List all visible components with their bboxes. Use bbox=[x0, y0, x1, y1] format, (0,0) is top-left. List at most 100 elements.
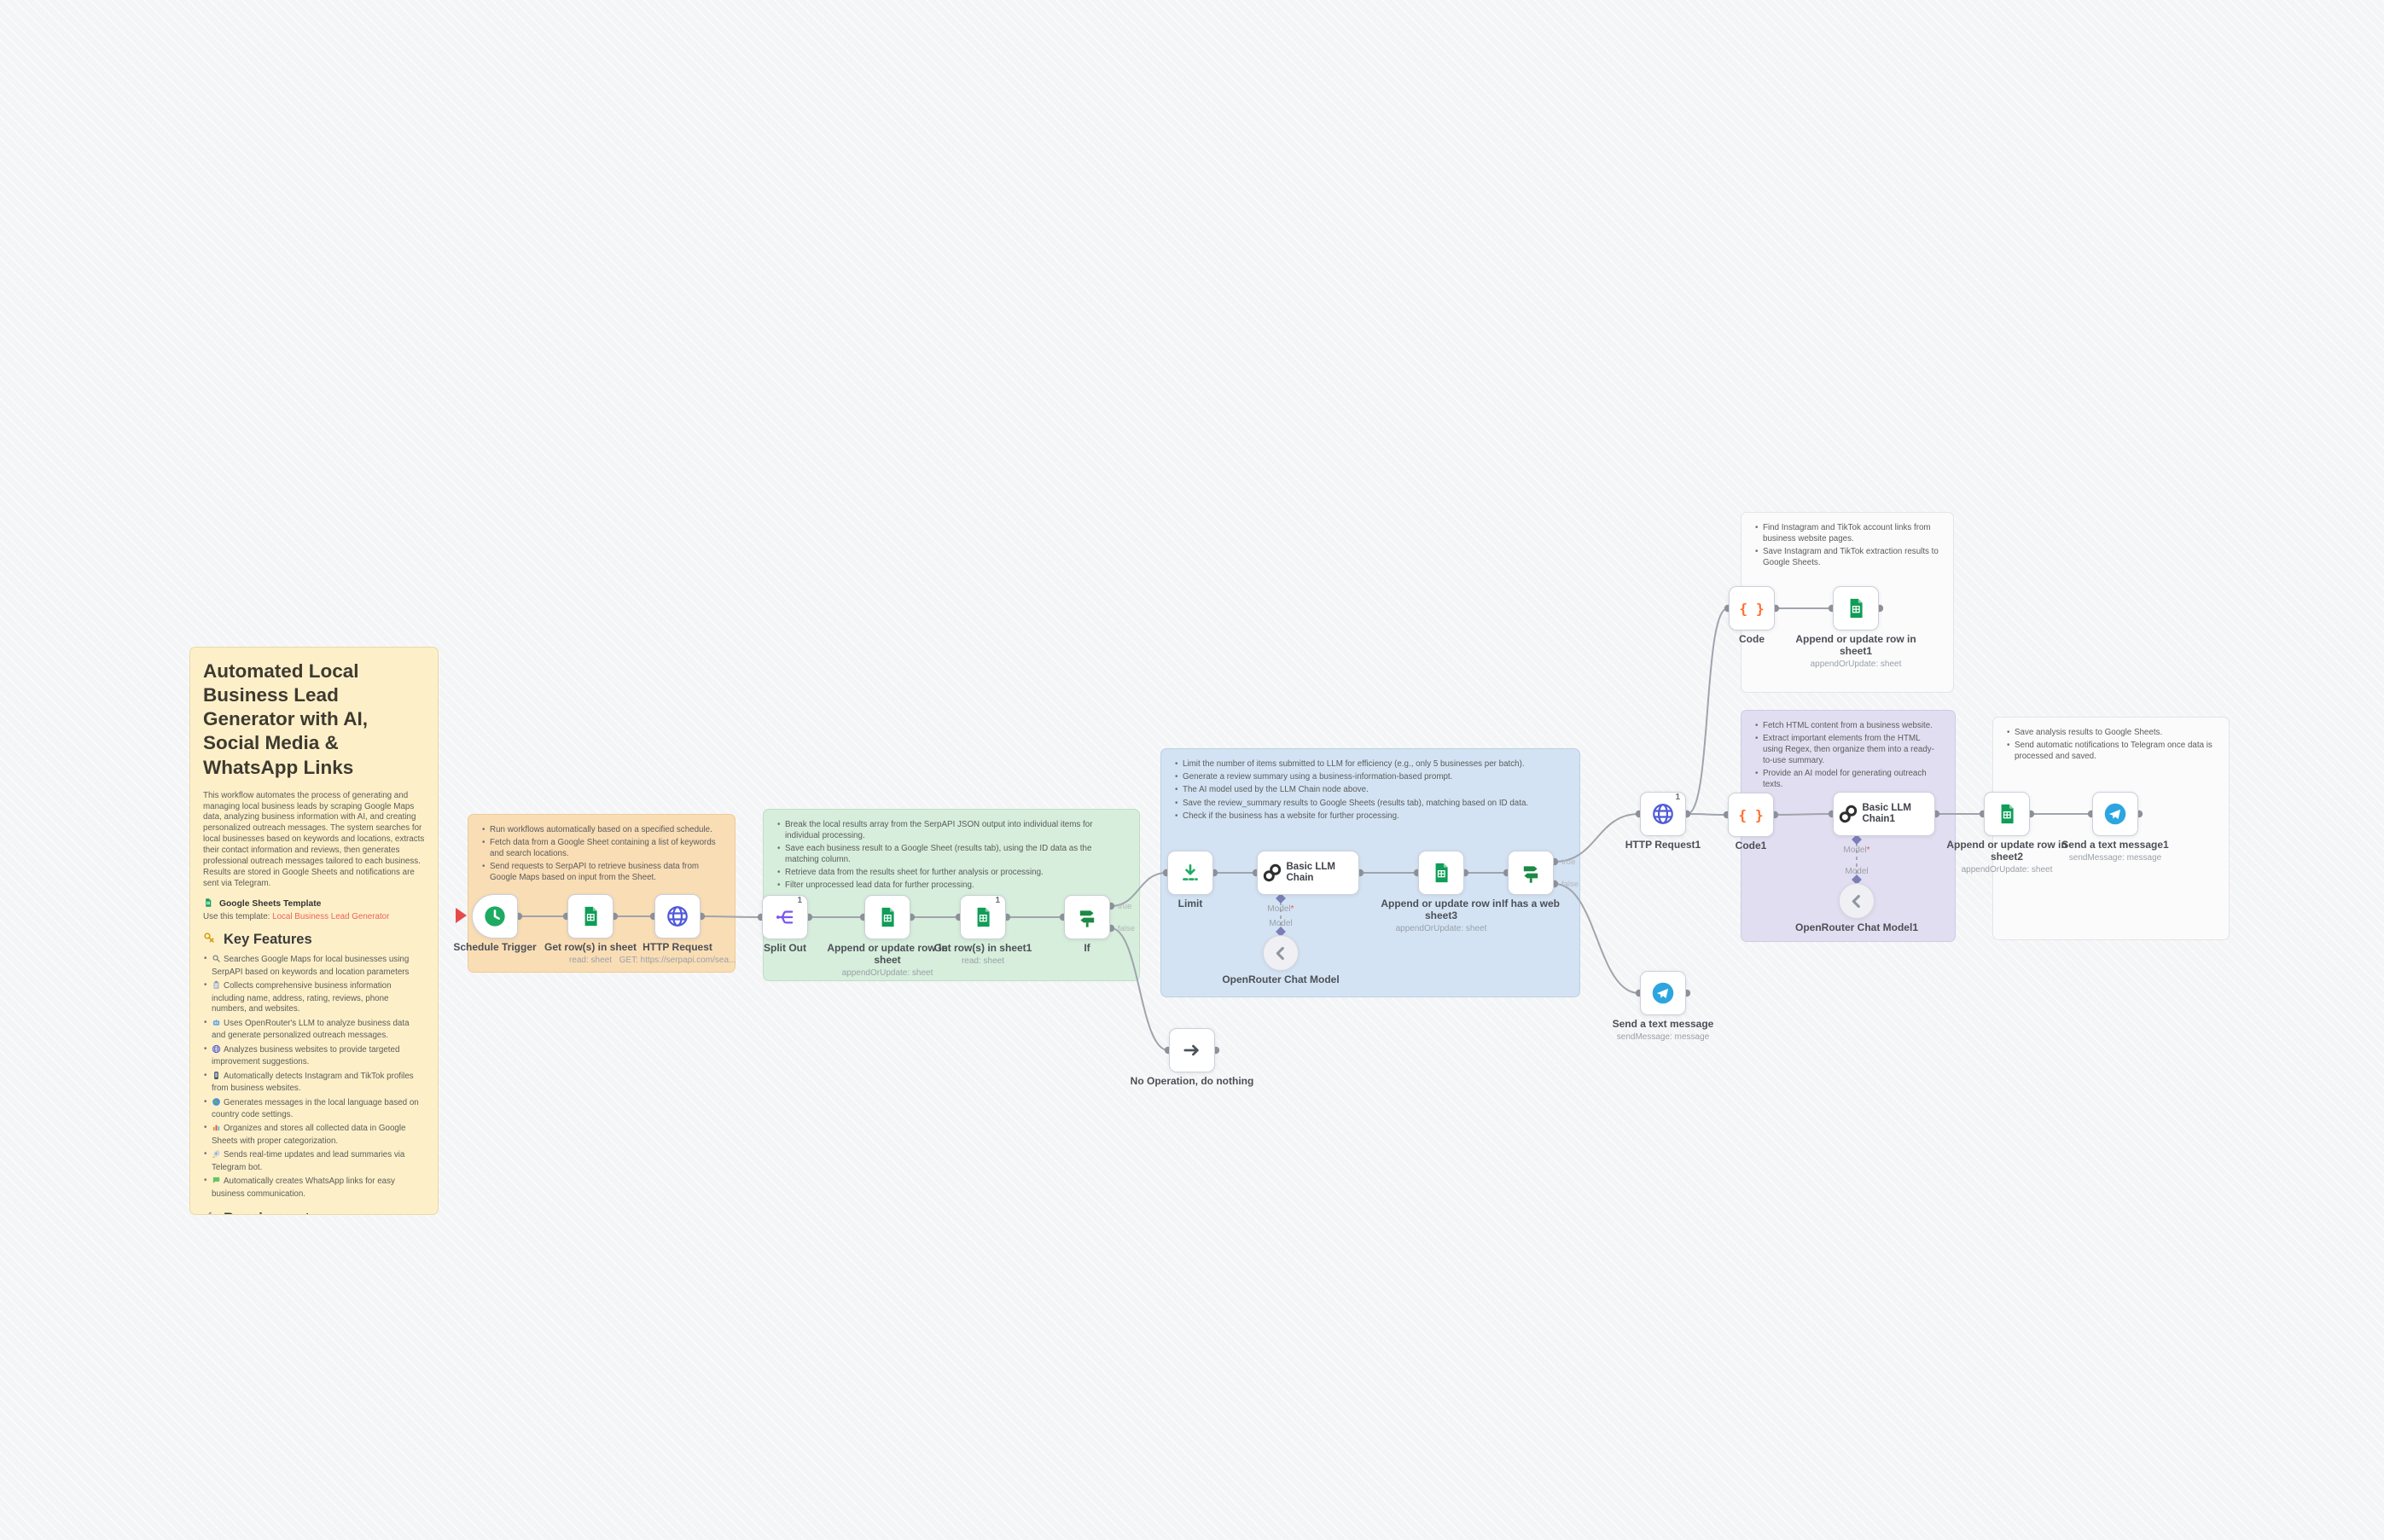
note-bullet: Provide an AI model for generating outre… bbox=[1754, 769, 1942, 790]
svg-text:{ }: { } bbox=[1740, 601, 1764, 617]
key-icon bbox=[203, 932, 216, 949]
node-code1[interactable]: { } Code1 bbox=[1728, 793, 1774, 851]
node-if-web[interactable]: If has a web bbox=[1502, 851, 1560, 909]
node-send-text[interactable]: Send a text message sendMessage: message bbox=[1613, 971, 1713, 1042]
template-link-line: Use this template: Local Business Lead G… bbox=[203, 911, 390, 921]
sheets-icon bbox=[875, 905, 899, 929]
globe-icon bbox=[1651, 802, 1675, 826]
node-operation-label: sendMessage: message bbox=[1616, 1032, 1710, 1042]
node-label: Split Out bbox=[764, 942, 806, 954]
node-label: Append or update row in sheet1 appendOrUp… bbox=[1782, 633, 1929, 669]
node-label: Send a text message1 sendMessage: message bbox=[2042, 839, 2189, 863]
trigger-marker bbox=[456, 908, 467, 923]
noop-icon bbox=[1180, 1038, 1204, 1062]
chain-icon bbox=[1838, 804, 1858, 824]
note-title: Automated Local Business Lead Generator … bbox=[203, 660, 368, 778]
template-link[interactable]: Local Business Lead Generator bbox=[272, 911, 390, 921]
note-bullet-list: Fetch HTML content from a business websi… bbox=[1754, 721, 1942, 790]
rocket-icon bbox=[212, 1149, 221, 1163]
note-bullet: The AI model used by the LLM Chain node … bbox=[1174, 785, 1567, 796]
node-label: If has a web bbox=[1501, 898, 1561, 909]
sheets-icon bbox=[971, 905, 995, 929]
node-if[interactable]: If bbox=[1064, 895, 1110, 954]
node-schedule-trigger[interactable]: Schedule Trigger bbox=[453, 894, 537, 953]
clipboard-icon bbox=[212, 980, 221, 994]
sticky-note-main-description[interactable]: Automated Local Business Lead Generator … bbox=[189, 647, 439, 1215]
node-llm-chain[interactable]: Basic LLM Chain bbox=[1257, 851, 1359, 895]
node-append-sheet2[interactable]: Append or update row in sheet2 appendOrUp… bbox=[1946, 792, 2067, 875]
node-label: Code bbox=[1739, 633, 1765, 645]
robot-icon bbox=[212, 1018, 221, 1032]
chat-icon bbox=[212, 1176, 221, 1189]
node-label: Append or update row in sheet appendOrUpd… bbox=[814, 942, 961, 978]
node-label: Get row(s) in sheet1 read: sheet bbox=[910, 942, 1056, 967]
node-operation-label: appendOrUpdate: sheet bbox=[841, 968, 933, 978]
node-append-sheet1[interactable]: Append or update row in sheet1 appendOrUp… bbox=[1795, 586, 1916, 669]
node-label: Code1 bbox=[1735, 840, 1767, 851]
node-http-request[interactable]: HTTP Request GET: https://serpapi.com/sea… bbox=[619, 894, 736, 965]
node-append-sheet3[interactable]: Append or update row in sheet3 appendOrUp… bbox=[1381, 851, 1502, 933]
clock-icon bbox=[483, 904, 507, 928]
earth-icon bbox=[212, 1097, 221, 1111]
node-noop[interactable]: No Operation, do nothing bbox=[1131, 1028, 1253, 1087]
ifsign-icon bbox=[1075, 905, 1099, 929]
note-bullet: Run workflows automatically based on a s… bbox=[481, 825, 722, 836]
note-bullet: Generate a review summary using a busine… bbox=[1174, 772, 1567, 783]
sticky-note-results-section[interactable]: Break the local results array from the S… bbox=[763, 809, 1140, 981]
note-bullet-list: Find Instagram and TikTok account links … bbox=[1754, 523, 1940, 568]
sticky-note-schedule-section[interactable]: Run workflows automatically based on a s… bbox=[468, 814, 736, 973]
node-label: HTTP Request GET: https://serpapi.com/sea… bbox=[604, 941, 751, 966]
note-subheading: Google Sheets Template bbox=[203, 898, 425, 910]
node-label: Append or update row in sheet2 appendOrUp… bbox=[1933, 839, 2080, 875]
note-bullet-list: Searches Google Maps for local businesse… bbox=[203, 954, 425, 1200]
note-bullet: Uses OpenRouter's LLM to analyze busines… bbox=[203, 1018, 425, 1042]
ifsign-icon bbox=[1519, 861, 1543, 885]
wrench-icon bbox=[203, 1211, 216, 1214]
openrouter-icon bbox=[1271, 944, 1290, 962]
note-bullet-list: Run workflows automatically based on a s… bbox=[481, 825, 722, 884]
note-bullet: Send requests to SerpAPI to retrieve bus… bbox=[481, 862, 722, 883]
node-label: OpenRouter Chat Model bbox=[1222, 973, 1340, 985]
items-count-badge: 1 bbox=[1675, 793, 1680, 802]
node-operation-label: GET: https://serpapi.com/sea... bbox=[619, 955, 736, 965]
items-count-badge: 1 bbox=[995, 896, 1000, 905]
note-section-heading: Key Features bbox=[203, 932, 425, 949]
svg-text:{ }: { } bbox=[1739, 807, 1763, 823]
note-bullet: Sends real-time updates and lead summari… bbox=[203, 1149, 425, 1173]
node-label: Send a text message sendMessage: message bbox=[1590, 1018, 1736, 1043]
node-openrouter-model1[interactable]: OpenRouter Chat Model1 bbox=[1795, 883, 1918, 933]
code-icon: { } bbox=[1739, 803, 1763, 827]
node-label: HTTP Request1 bbox=[1625, 839, 1701, 851]
split-icon bbox=[773, 905, 797, 929]
node-get-rows1[interactable]: 1 Get row(s) in sheet1 read: sheet bbox=[934, 895, 1032, 966]
sheets-icon bbox=[1844, 596, 1868, 620]
node-limit[interactable]: Limit bbox=[1167, 851, 1213, 909]
items-count-badge: 1 bbox=[797, 896, 802, 905]
chart-icon bbox=[212, 1123, 221, 1136]
node-llm-chain1[interactable]: Basic LLM Chain1 bbox=[1833, 792, 1935, 836]
node-inner-label: Basic LLM Chain1 bbox=[1862, 803, 1912, 824]
note-bullet: Generates messages in the local language… bbox=[203, 1097, 425, 1121]
note-bullet: Save the review_summary results to Googl… bbox=[1174, 799, 1567, 810]
note-bullet: Automatically creates WhatsApp links for… bbox=[203, 1176, 425, 1200]
note-section-heading: Requirements bbox=[203, 1211, 425, 1214]
code-icon: { } bbox=[1740, 596, 1764, 620]
note-bullet: Send automatic notifications to Telegram… bbox=[2006, 741, 2216, 762]
node-send-text1[interactable]: Send a text message1 sendMessage: message bbox=[2061, 792, 2169, 863]
node-append-sheet[interactable]: Append or update row in sheet appendOrUpd… bbox=[827, 895, 948, 978]
node-http-request1[interactable]: 1 HTTP Request1 bbox=[1625, 792, 1701, 851]
note-bullet: Searches Google Maps for local businesse… bbox=[203, 954, 425, 978]
note-bullet: Extract important elements from the HTML… bbox=[1754, 734, 1942, 766]
node-get-rows[interactable]: Get row(s) in sheet read: sheet bbox=[544, 894, 637, 965]
chain-icon bbox=[1262, 863, 1282, 883]
node-split-out[interactable]: 1 Split Out bbox=[762, 895, 808, 954]
node-openrouter-model[interactable]: OpenRouter Chat Model bbox=[1222, 935, 1340, 985]
node-code[interactable]: { } Code bbox=[1729, 586, 1775, 645]
note-bullet: Fetch data from a Google Sheet containin… bbox=[481, 838, 722, 859]
note-bullet-list: Break the local results array from the S… bbox=[776, 820, 1126, 892]
node-inner-label: Basic LLM Chain bbox=[1286, 862, 1336, 883]
note-bullet: Retrieve data from the results sheet for… bbox=[776, 868, 1126, 879]
sheet-icon bbox=[203, 898, 213, 910]
node-label: Append or update row in sheet3 appendOrUp… bbox=[1368, 898, 1515, 933]
